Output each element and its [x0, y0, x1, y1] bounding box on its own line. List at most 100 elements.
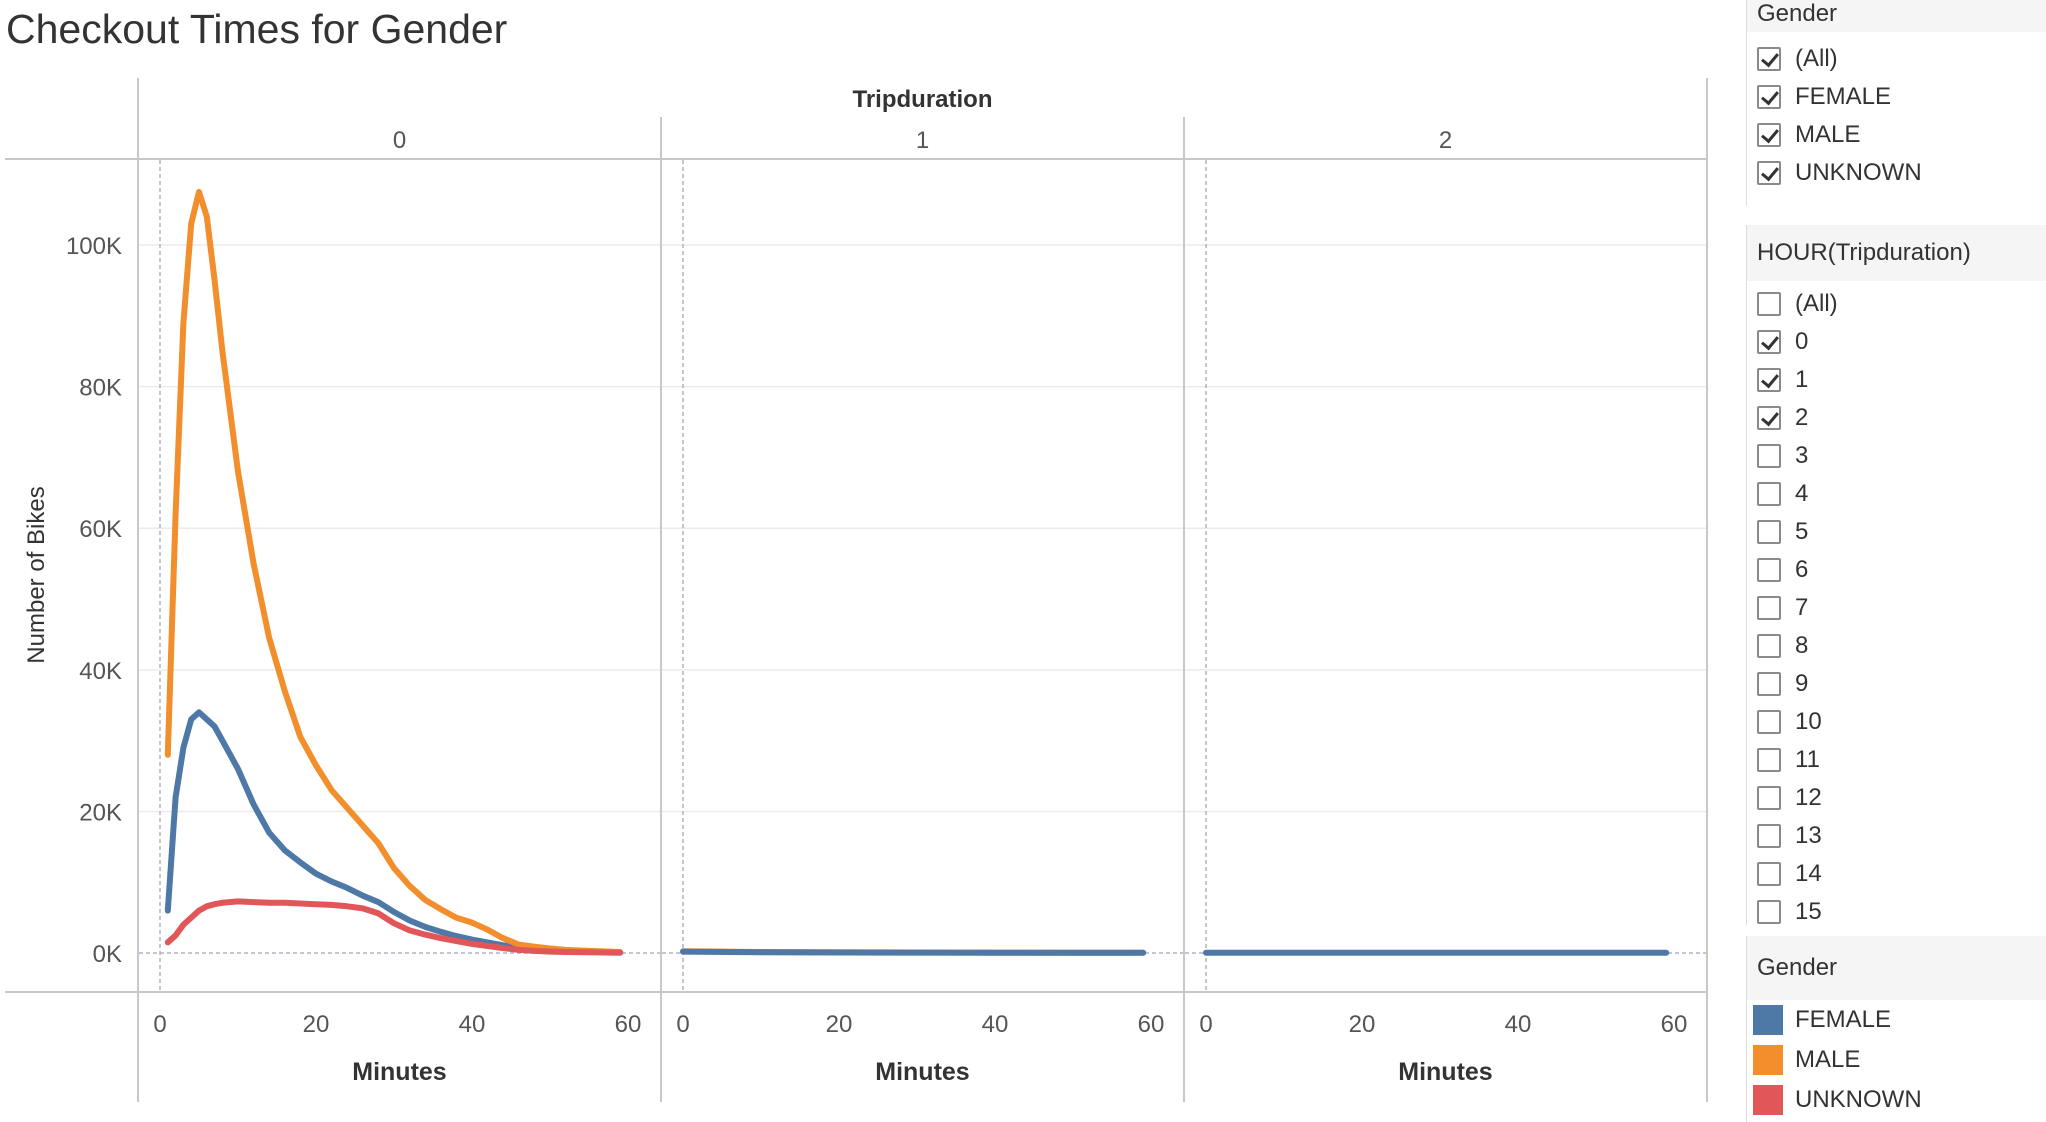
gender-filter-title: Gender: [1747, 0, 2046, 32]
hour-option-6[interactable]: 6: [1757, 551, 2046, 589]
hour-option-label: 7: [1795, 594, 1809, 621]
hour-filter-list: (All) 0 1 2 3 4 5 6 7 8 9 10 11 12 13 14 15: [1747, 281, 2046, 925]
gender-option-male[interactable]: MALE: [1757, 116, 2046, 154]
x-tick-label: 0: [1199, 1011, 1212, 1038]
chart-title: Checkout Times for Gender: [6, 6, 508, 52]
hour-option-15[interactable]: 15: [1757, 893, 2046, 925]
legend-item[interactable]: MALE: [1747, 1040, 2046, 1080]
hour-option-label: 12: [1795, 784, 1822, 811]
gender-option-unknown[interactable]: UNKNOWN: [1757, 154, 2046, 192]
hour-option-label: 1: [1795, 366, 1809, 393]
legend-item[interactable]: FEMALE: [1747, 1000, 2046, 1040]
gender-filter-list: (All) FEMALE MALE UNKNOWN: [1747, 32, 2046, 192]
checkbox[interactable]: [1757, 444, 1781, 468]
legend-title: Gender: [1747, 936, 2046, 1000]
checkbox[interactable]: [1757, 824, 1781, 848]
checkbox[interactable]: [1757, 786, 1781, 810]
checkbox[interactable]: [1757, 558, 1781, 582]
series-line-female-panel-0: [164, 709, 624, 956]
hour-option-14[interactable]: 14: [1757, 855, 2046, 893]
hour-option-4[interactable]: 4: [1757, 475, 2046, 513]
hour-option-13[interactable]: 13: [1757, 817, 2046, 855]
panel-header-label: 0: [393, 127, 406, 154]
checkbox[interactable]: [1757, 330, 1781, 354]
hour-option-label: 0: [1795, 328, 1809, 355]
x-tick-label: 60: [615, 1011, 642, 1038]
hour-option-8[interactable]: 8: [1757, 627, 2046, 665]
gender-option-label: MALE: [1795, 121, 1861, 148]
checkbox[interactable]: [1757, 520, 1781, 544]
series-line-female-panel-1: [680, 948, 1147, 956]
checkbox[interactable]: [1757, 161, 1781, 185]
panel-header-label: 1: [916, 127, 929, 154]
y-tick-label: 100K: [66, 233, 122, 260]
checkbox[interactable]: [1757, 406, 1781, 430]
y-axis-title: Number of Bikes: [23, 486, 50, 663]
hour-option-label: 2: [1795, 404, 1809, 431]
y-tick-label: 80K: [79, 375, 122, 402]
hour-option-label: 11: [1795, 746, 1820, 773]
y-tick-label: 0K: [93, 941, 122, 968]
x-axis-title: Minutes: [1398, 1058, 1492, 1086]
hour-option-0[interactable]: 0: [1757, 323, 2046, 361]
x-tick-label: 40: [982, 1011, 1009, 1038]
hour-option-all[interactable]: (All): [1757, 285, 2046, 323]
panel-header-label: 2: [1439, 127, 1452, 154]
checkbox[interactable]: [1757, 368, 1781, 392]
checkbox[interactable]: [1757, 85, 1781, 109]
x-tick-label: 60: [1138, 1011, 1165, 1038]
checkbox[interactable]: [1757, 748, 1781, 772]
hour-option-label: 9: [1795, 670, 1809, 697]
legend-list: FEMALE MALE UNKNOWN: [1747, 1000, 2046, 1120]
legend-item[interactable]: UNKNOWN: [1747, 1080, 2046, 1120]
hour-option-label: 3: [1795, 442, 1809, 469]
checkbox[interactable]: [1757, 596, 1781, 620]
hour-option-11[interactable]: 11: [1757, 741, 2046, 779]
gender-option-label: (All): [1795, 45, 1838, 72]
column-header-title: Tripduration: [853, 86, 993, 113]
legend-label: MALE: [1795, 1046, 1861, 1073]
checkbox[interactable]: [1757, 862, 1781, 886]
y-tick-label: 20K: [79, 799, 122, 826]
hour-filter-card: HOUR(Tripduration) (All) 0 1 2 3 4 5 6 7 8 9 10 11 12…: [1746, 225, 2046, 925]
checkbox[interactable]: [1757, 123, 1781, 147]
gender-option-all[interactable]: (All): [1757, 40, 2046, 78]
x-axis-title: Minutes: [352, 1058, 446, 1086]
x-axis-title: Minutes: [875, 1058, 969, 1086]
hour-option-2[interactable]: 2: [1757, 399, 2046, 437]
hour-filter-title: HOUR(Tripduration): [1747, 225, 2046, 281]
checkbox[interactable]: [1757, 672, 1781, 696]
gender-option-female[interactable]: FEMALE: [1757, 78, 2046, 116]
hour-option-9[interactable]: 9: [1757, 665, 2046, 703]
hour-option-label: 15: [1795, 898, 1822, 925]
checkbox[interactable]: [1757, 900, 1781, 924]
x-tick-label: 20: [1349, 1011, 1376, 1038]
checkbox[interactable]: [1757, 634, 1781, 658]
x-tick-label: 40: [459, 1011, 486, 1038]
legend-swatch: [1753, 1005, 1783, 1035]
gender-option-label: UNKNOWN: [1795, 159, 1922, 186]
hour-option-label: 6: [1795, 556, 1809, 583]
hour-option-1[interactable]: 1: [1757, 361, 2046, 399]
legend-swatch: [1753, 1085, 1783, 1115]
gender-filter-card: Gender (All) FEMALE MALE UNKNOWN: [1746, 0, 2046, 206]
checkbox[interactable]: [1757, 292, 1781, 316]
hour-option-10[interactable]: 10: [1757, 703, 2046, 741]
y-tick-label: 60K: [79, 516, 122, 543]
checkbox[interactable]: [1757, 482, 1781, 506]
gender-option-label: FEMALE: [1795, 83, 1892, 110]
checkbox[interactable]: [1757, 710, 1781, 734]
x-tick-label: 0: [676, 1011, 689, 1038]
hour-option-label: 8: [1795, 632, 1809, 659]
gender-legend-card: Gender FEMALE MALE UNKNOWN: [1746, 936, 2046, 1122]
series-line-male-panel-0: [164, 188, 624, 955]
hour-option-7[interactable]: 7: [1757, 589, 2046, 627]
hour-option-12[interactable]: 12: [1757, 779, 2046, 817]
legend-swatch: [1753, 1045, 1783, 1075]
x-tick-label: 20: [826, 1011, 853, 1038]
checkbox[interactable]: [1757, 47, 1781, 71]
legend-label: FEMALE: [1795, 1006, 1892, 1033]
hour-option-3[interactable]: 3: [1757, 437, 2046, 475]
hour-option-label: 10: [1795, 708, 1822, 735]
hour-option-5[interactable]: 5: [1757, 513, 2046, 551]
